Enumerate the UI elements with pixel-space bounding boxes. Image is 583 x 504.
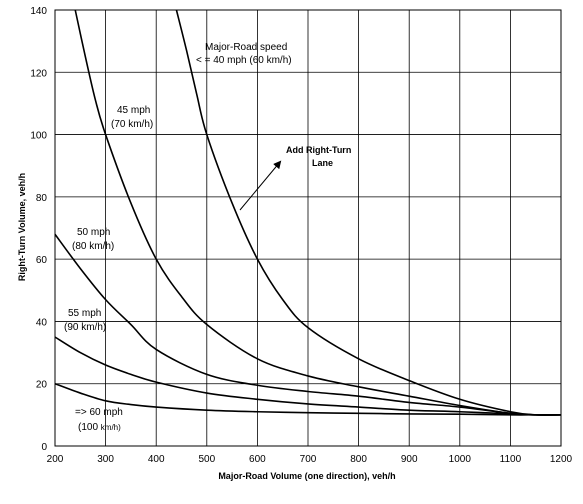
y-tick-label: 40	[36, 317, 48, 328]
x-axis-title: Major-Road Volume (one direction), veh/h	[218, 471, 395, 481]
grid	[54, 9, 562, 447]
y-tick-label: 60	[36, 255, 48, 266]
curve-55mph	[54, 336, 562, 416]
series-curves	[54, 9, 562, 416]
label-60mph: => 60 mph	[75, 407, 123, 418]
tick-labels: 200 300 400 500 600 700 800 900 1000 1100 1200 0 20 4…	[30, 6, 572, 465]
y-tick-label: 80	[36, 193, 48, 204]
plot-frame	[54, 9, 562, 447]
curve-60mph	[54, 382, 561, 416]
y-tick-label: 0	[41, 442, 47, 453]
y-tick-label: 120	[30, 68, 47, 79]
add-right-turn-lane-label-line2: Lane	[312, 158, 333, 168]
label-40mph: < = 40 mph (60 km/h)	[196, 55, 292, 66]
y-axis-title: Right-Turn Volume, veh/h	[17, 173, 27, 281]
label-60mph-metric: (100 km/h)	[78, 422, 121, 433]
y-tick-label: 100	[30, 131, 47, 142]
x-tick-label: 1200	[550, 454, 573, 465]
x-tick-label: 600	[249, 454, 266, 465]
x-tick-label: 500	[198, 454, 215, 465]
x-tick-label: 400	[148, 454, 165, 465]
x-tick-label: 1100	[500, 454, 522, 465]
x-tick-label: 800	[350, 454, 367, 465]
label-45mph-metric: (70 km/h)	[111, 119, 153, 130]
x-tick-label: 200	[47, 454, 64, 465]
add-lane-arrow	[239, 160, 282, 211]
label-55mph-metric: (90 km/h)	[64, 322, 106, 333]
x-tick-label: 300	[97, 454, 114, 465]
speed-header-label: Major-Road speed	[205, 42, 287, 53]
label-55mph: 55 mph	[68, 308, 101, 319]
curve-40mph	[175, 9, 562, 416]
x-tick-label: 1000	[449, 454, 472, 465]
label-50mph: 50 mph	[77, 227, 110, 238]
y-tick-label: 20	[36, 380, 48, 391]
label-50mph-metric: (80 km/h)	[72, 241, 114, 252]
x-tick-label: 700	[300, 454, 317, 465]
y-tick-label: 140	[30, 6, 47, 17]
curve-45mph	[74, 9, 562, 416]
x-tick-label: 900	[401, 454, 418, 465]
label-45mph: 45 mph	[117, 105, 150, 116]
add-right-turn-lane-label: Add Right-Turn	[286, 145, 351, 155]
curve-50mph	[54, 233, 562, 416]
